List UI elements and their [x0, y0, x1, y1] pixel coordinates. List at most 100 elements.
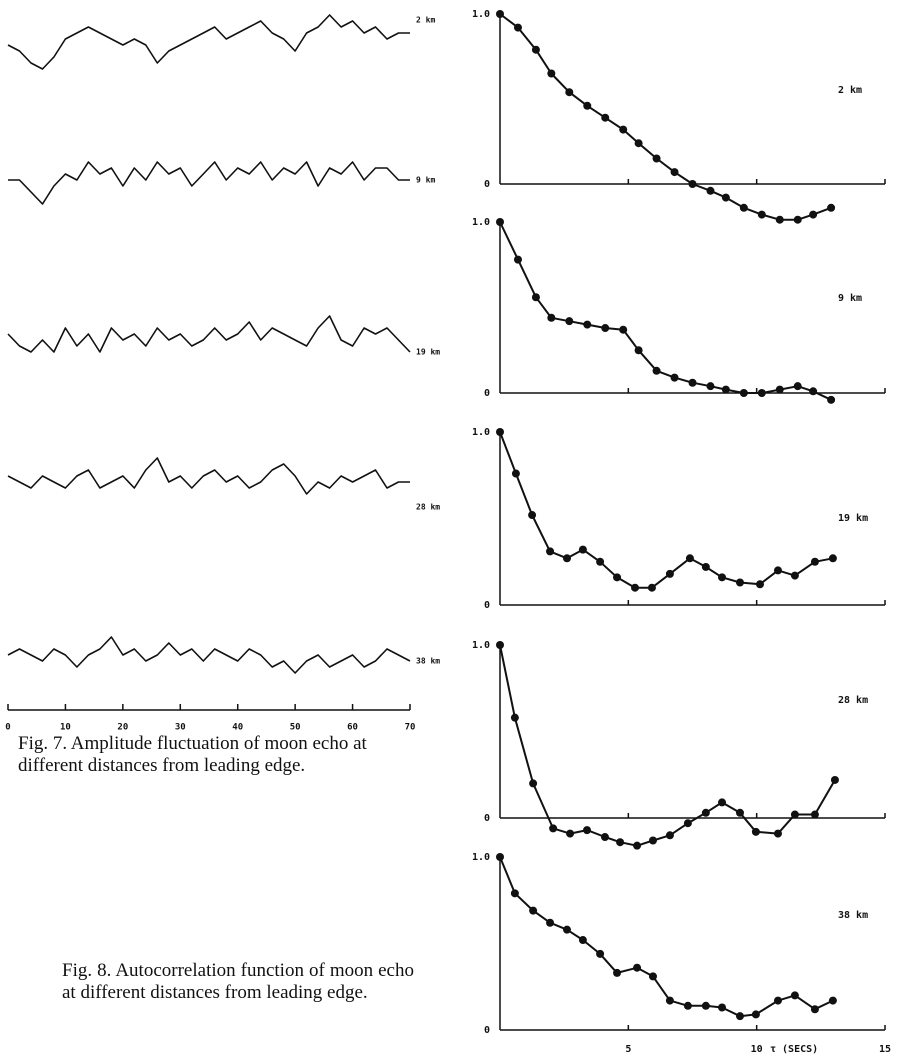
data-point: [633, 963, 642, 972]
y-tick-label: 1.0: [472, 9, 490, 20]
x-tick-label: 0: [5, 723, 10, 733]
data-point: [718, 1003, 727, 1012]
data-point: [701, 808, 710, 817]
data-point: [721, 385, 730, 394]
y-tick-label: 0: [484, 179, 490, 190]
data-point: [756, 580, 765, 589]
data-point: [735, 1012, 744, 1021]
y-tick-label: 1.0: [472, 427, 490, 438]
data-point: [633, 841, 642, 850]
data-point: [735, 578, 744, 587]
trace-label: 28 km: [416, 503, 440, 512]
y-tick-label: 0: [484, 600, 490, 611]
data-point: [828, 554, 837, 563]
data-point: [739, 203, 748, 212]
data-point: [613, 573, 622, 582]
data-point: [601, 324, 610, 333]
x-axis-label: τ (SECS): [770, 1044, 818, 1055]
trace-label: 38 km: [416, 657, 440, 666]
data-point: [793, 382, 802, 391]
data-point: [565, 317, 574, 326]
panel-label: 28 km: [838, 695, 868, 706]
data-point: [809, 387, 818, 396]
data-point: [496, 853, 504, 861]
data-point: [565, 88, 574, 97]
data-point: [757, 389, 766, 397]
data-point: [562, 925, 571, 934]
x-tick-label: 30: [175, 723, 186, 733]
data-point: [685, 554, 694, 563]
data-point: [648, 972, 657, 981]
x-tick-label: 5: [625, 1044, 631, 1055]
data-point: [496, 10, 504, 18]
data-point: [619, 325, 628, 334]
figure-caption: Fig. 7. Amplitude fluctuation of moon ec…: [18, 733, 367, 776]
data-point: [528, 511, 537, 520]
data-point: [531, 293, 540, 302]
data-point: [549, 824, 558, 833]
data-point: [547, 69, 556, 78]
data-point: [652, 154, 661, 163]
x-tick-label: 50: [290, 723, 301, 733]
y-tick-label: 0: [484, 1025, 490, 1036]
data-point: [631, 583, 640, 592]
data-point: [496, 218, 504, 226]
data-point: [634, 346, 643, 355]
x-tick-label: 10: [751, 1044, 763, 1055]
data-point: [790, 571, 799, 580]
data-point: [665, 996, 674, 1005]
data-point: [496, 428, 504, 436]
data-point: [613, 968, 622, 977]
data-point: [735, 808, 744, 817]
data-point: [706, 382, 715, 391]
data-point: [683, 819, 692, 828]
data-point: [790, 991, 799, 1000]
data-point: [809, 210, 818, 219]
data-point: [775, 215, 784, 224]
data-point: [828, 996, 837, 1005]
data-point: [751, 1010, 760, 1019]
data-point: [648, 836, 657, 845]
data-point: [718, 798, 727, 807]
data-point: [634, 139, 643, 148]
figure-caption: Fig. 8. Autocorrelation function of moon…: [62, 960, 414, 1003]
y-tick-label: 0: [484, 388, 490, 399]
data-point: [583, 101, 592, 110]
data-point: [578, 936, 587, 945]
trace-label: 2 km: [416, 16, 435, 25]
data-point: [510, 889, 519, 898]
y-tick-label: 0: [484, 813, 490, 824]
y-tick-label: 1.0: [472, 852, 490, 863]
data-point: [670, 373, 679, 382]
data-point: [810, 1005, 819, 1014]
data-point: [718, 573, 727, 582]
autocorrelation-line: [499, 221, 832, 401]
autocorrelation-line: [499, 431, 834, 589]
data-point: [578, 545, 587, 554]
data-point: [546, 547, 555, 556]
data-point: [665, 831, 674, 840]
data-point: [827, 395, 836, 404]
data-point: [810, 557, 819, 566]
data-point: [773, 829, 782, 838]
data-point: [531, 45, 540, 54]
x-tick-label: 20: [117, 723, 128, 733]
data-point: [830, 775, 839, 784]
x-tick-label: 60: [347, 723, 358, 733]
data-point: [529, 779, 538, 788]
data-point: [688, 378, 697, 387]
data-point: [546, 918, 555, 927]
data-point: [601, 113, 610, 122]
data-point: [496, 641, 504, 649]
data-point: [619, 125, 628, 134]
data-point: [511, 469, 520, 478]
autocorrelation-line: [499, 856, 834, 1018]
data-point: [790, 810, 799, 819]
data-point: [670, 168, 679, 177]
data-point: [810, 810, 819, 819]
data-point: [757, 210, 766, 219]
autocorrelation-line: [499, 13, 832, 221]
autocorrelation-line: [499, 644, 836, 847]
